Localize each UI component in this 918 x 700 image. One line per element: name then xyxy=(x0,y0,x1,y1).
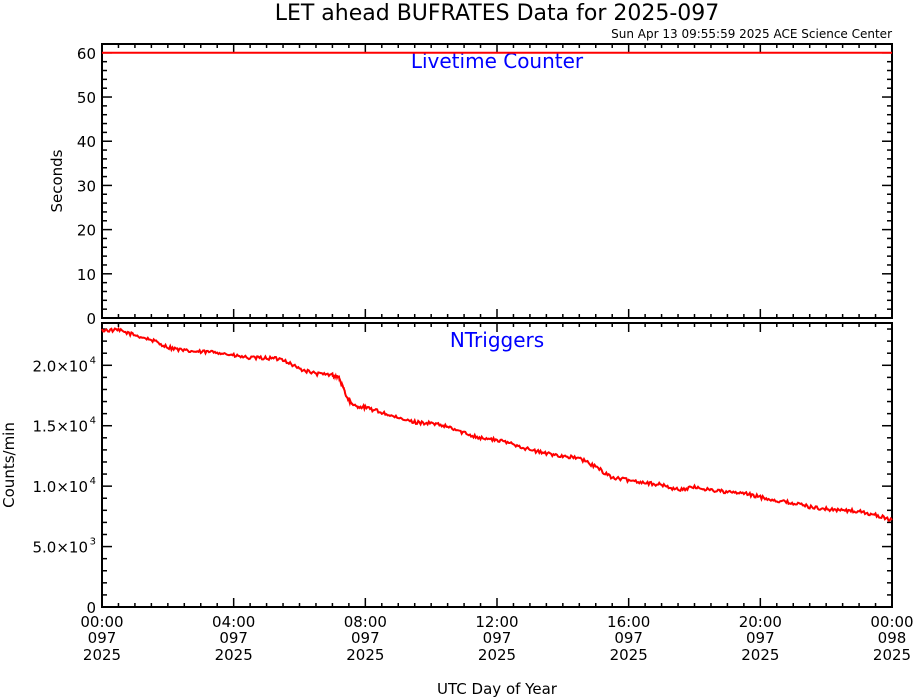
x-tick-label-time: 00:00 xyxy=(870,613,913,631)
x-tick-label-year: 2025 xyxy=(741,646,779,664)
x-tick-label-year: 2025 xyxy=(215,646,253,664)
ntriggers-panel-label: NTriggers xyxy=(450,328,544,352)
ntriggers-series-line xyxy=(101,326,893,522)
x-tick-label-time: 12:00 xyxy=(475,613,518,631)
x-tick-label-year: 2025 xyxy=(873,646,911,664)
x-tick-label-time: 16:00 xyxy=(607,613,650,631)
ntriggers-y-axis-label: Counts/min xyxy=(0,422,18,508)
x-tick-label-doy: 097 xyxy=(746,629,775,647)
x-tick-label-doy: 097 xyxy=(88,629,117,647)
ntriggers-y-tick-label: 5.0×10 xyxy=(32,539,88,557)
ntriggers-y-tick-label: 1.0×10 xyxy=(32,478,88,496)
livetime-y-tick-label: 0 xyxy=(86,310,96,328)
ntriggers-y-tick-label: 2.0×10 xyxy=(32,357,88,375)
ntriggers-y-tick-label: 0 xyxy=(86,599,96,617)
x-tick-label-doy: 097 xyxy=(483,629,512,647)
ntriggers-y-tick-exponent: 4 xyxy=(90,355,96,366)
timestamp-label: Sun Apr 13 09:55:59 2025 ACE Science Cen… xyxy=(611,27,892,41)
x-tick-label-doy: 097 xyxy=(614,629,643,647)
ntriggers-plot-frame xyxy=(101,322,893,608)
x-tick-label-time: 04:00 xyxy=(212,613,255,631)
x-tick-label-year: 2025 xyxy=(83,646,121,664)
livetime-y-tick-label: 10 xyxy=(77,266,96,284)
livetime-plot-frame xyxy=(101,43,893,319)
ntriggers-y-tick-exponent: 4 xyxy=(90,476,96,487)
livetime-y-tick-label: 30 xyxy=(77,177,96,195)
x-tick-label-doy: 098 xyxy=(878,629,907,647)
ntriggers-y-tick-exponent: 3 xyxy=(90,537,96,548)
livetime-y-tick-label: 50 xyxy=(77,89,96,107)
chart-title: LET ahead BUFRATES Data for 2025-097 xyxy=(275,1,720,26)
livetime-y-tick-label: 40 xyxy=(77,133,96,151)
livetime-y-tick-label: 20 xyxy=(77,222,96,240)
x-axis-label: UTC Day of Year xyxy=(437,680,558,698)
x-tick-label-year: 2025 xyxy=(346,646,384,664)
x-tick-label-doy: 097 xyxy=(351,629,380,647)
x-tick-label-time: 00:00 xyxy=(80,613,123,631)
ntriggers-y-tick-exponent: 4 xyxy=(90,416,96,427)
ntriggers-panel: 05.0×10 31.0×10 41.5×10 42.0×10 4Counts/minN… xyxy=(0,322,893,617)
ntriggers-y-tick-label: 1.5×10 xyxy=(32,418,88,436)
livetime-y-axis-label: Seconds xyxy=(48,149,66,212)
x-tick-label-time: 08:00 xyxy=(344,613,387,631)
x-tick-label-year: 2025 xyxy=(478,646,516,664)
x-tick-labels: 00:00097202504:00097202508:00097202512:0… xyxy=(80,613,913,664)
x-tick-label-year: 2025 xyxy=(610,646,648,664)
x-tick-label-time: 20:00 xyxy=(739,613,782,631)
livetime-y-tick-label: 60 xyxy=(77,45,96,63)
x-tick-label-doy: 097 xyxy=(219,629,248,647)
